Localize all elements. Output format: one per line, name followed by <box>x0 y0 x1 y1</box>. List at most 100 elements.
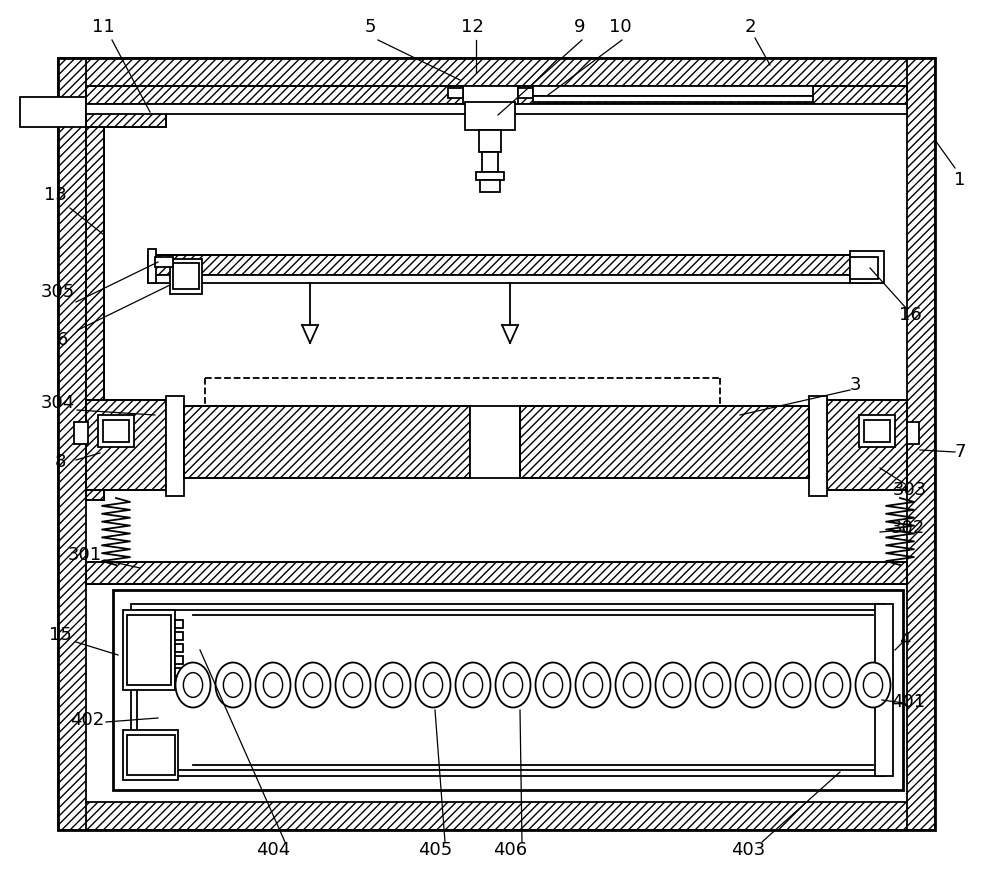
Bar <box>86 97 166 127</box>
Bar <box>86 86 104 500</box>
Ellipse shape <box>263 673 283 698</box>
Text: 5: 5 <box>364 18 376 36</box>
Bar <box>907 422 919 444</box>
Bar <box>827 400 907 490</box>
Bar <box>86 400 166 490</box>
Text: 9: 9 <box>574 18 586 36</box>
Ellipse shape <box>343 673 363 698</box>
Bar <box>827 400 907 490</box>
Bar <box>465 102 515 130</box>
Text: 4: 4 <box>899 631 911 649</box>
Ellipse shape <box>583 673 603 698</box>
Bar <box>479 130 501 152</box>
Bar <box>86 86 907 104</box>
Bar <box>58 58 86 830</box>
Ellipse shape <box>383 673 403 698</box>
Ellipse shape <box>176 662 210 707</box>
Ellipse shape <box>623 673 643 698</box>
Bar <box>127 615 171 685</box>
Text: 303: 303 <box>893 481 927 499</box>
Bar <box>74 422 88 444</box>
Ellipse shape <box>303 673 323 698</box>
Text: 305: 305 <box>41 283 75 301</box>
Bar <box>137 610 879 770</box>
Text: 402: 402 <box>70 711 104 729</box>
Ellipse shape <box>776 662 810 707</box>
Bar <box>86 400 166 490</box>
Bar <box>809 396 827 496</box>
Text: 405: 405 <box>418 841 452 859</box>
Bar <box>86 86 104 500</box>
Bar <box>184 406 470 478</box>
Bar <box>170 259 202 294</box>
Ellipse shape <box>576 662 610 707</box>
Bar <box>175 668 183 676</box>
Ellipse shape <box>496 662 530 707</box>
Ellipse shape <box>456 662 490 707</box>
Bar <box>113 590 903 790</box>
Ellipse shape <box>663 673 683 698</box>
Ellipse shape <box>256 662 290 707</box>
Text: 401: 401 <box>891 693 925 711</box>
Ellipse shape <box>856 662 891 707</box>
Bar <box>148 249 156 283</box>
Text: 302: 302 <box>891 519 925 537</box>
Bar <box>184 406 470 478</box>
Ellipse shape <box>863 673 883 698</box>
Text: 12: 12 <box>461 18 483 36</box>
Ellipse shape <box>696 662 730 707</box>
Bar <box>86 104 907 114</box>
Bar <box>86 562 907 584</box>
Bar <box>155 257 173 267</box>
Bar <box>875 604 893 776</box>
Bar <box>533 86 813 96</box>
Bar <box>58 58 935 86</box>
Bar <box>482 152 498 172</box>
Bar <box>86 86 907 104</box>
Bar <box>850 251 884 283</box>
Text: 304: 304 <box>41 394 75 412</box>
Ellipse shape <box>223 673 243 698</box>
Text: 406: 406 <box>493 841 527 859</box>
Ellipse shape <box>503 673 523 698</box>
Text: 16: 16 <box>899 306 921 324</box>
Text: 1: 1 <box>954 171 966 189</box>
Ellipse shape <box>736 662 770 707</box>
Ellipse shape <box>183 673 203 698</box>
Bar <box>123 610 175 690</box>
Bar <box>166 396 184 496</box>
Bar <box>470 406 639 478</box>
Ellipse shape <box>703 673 723 698</box>
Ellipse shape <box>296 662 330 707</box>
Bar <box>850 257 878 279</box>
Text: 13: 13 <box>44 186 66 204</box>
Ellipse shape <box>336 662 370 707</box>
Text: 3: 3 <box>849 376 861 394</box>
Bar <box>175 644 183 652</box>
Bar <box>131 604 885 776</box>
Ellipse shape <box>423 673 443 698</box>
Ellipse shape <box>536 662 570 707</box>
Bar <box>533 96 813 102</box>
Bar <box>148 255 870 275</box>
Text: 11: 11 <box>92 18 114 36</box>
Text: 7: 7 <box>954 443 966 461</box>
Bar <box>173 263 199 289</box>
Bar <box>127 735 175 775</box>
Ellipse shape <box>616 662 650 707</box>
Text: 6: 6 <box>56 331 68 349</box>
Bar <box>175 620 183 628</box>
Ellipse shape <box>783 673 803 698</box>
Bar <box>463 86 518 104</box>
Bar <box>518 88 533 98</box>
Ellipse shape <box>543 673 563 698</box>
Bar <box>520 406 809 478</box>
Bar <box>476 172 504 180</box>
Text: 2: 2 <box>744 18 756 36</box>
Bar <box>58 58 935 830</box>
Text: 403: 403 <box>731 841 765 859</box>
Bar <box>864 420 890 442</box>
Ellipse shape <box>216 662 250 707</box>
Bar <box>86 562 907 584</box>
Bar <box>103 420 129 442</box>
